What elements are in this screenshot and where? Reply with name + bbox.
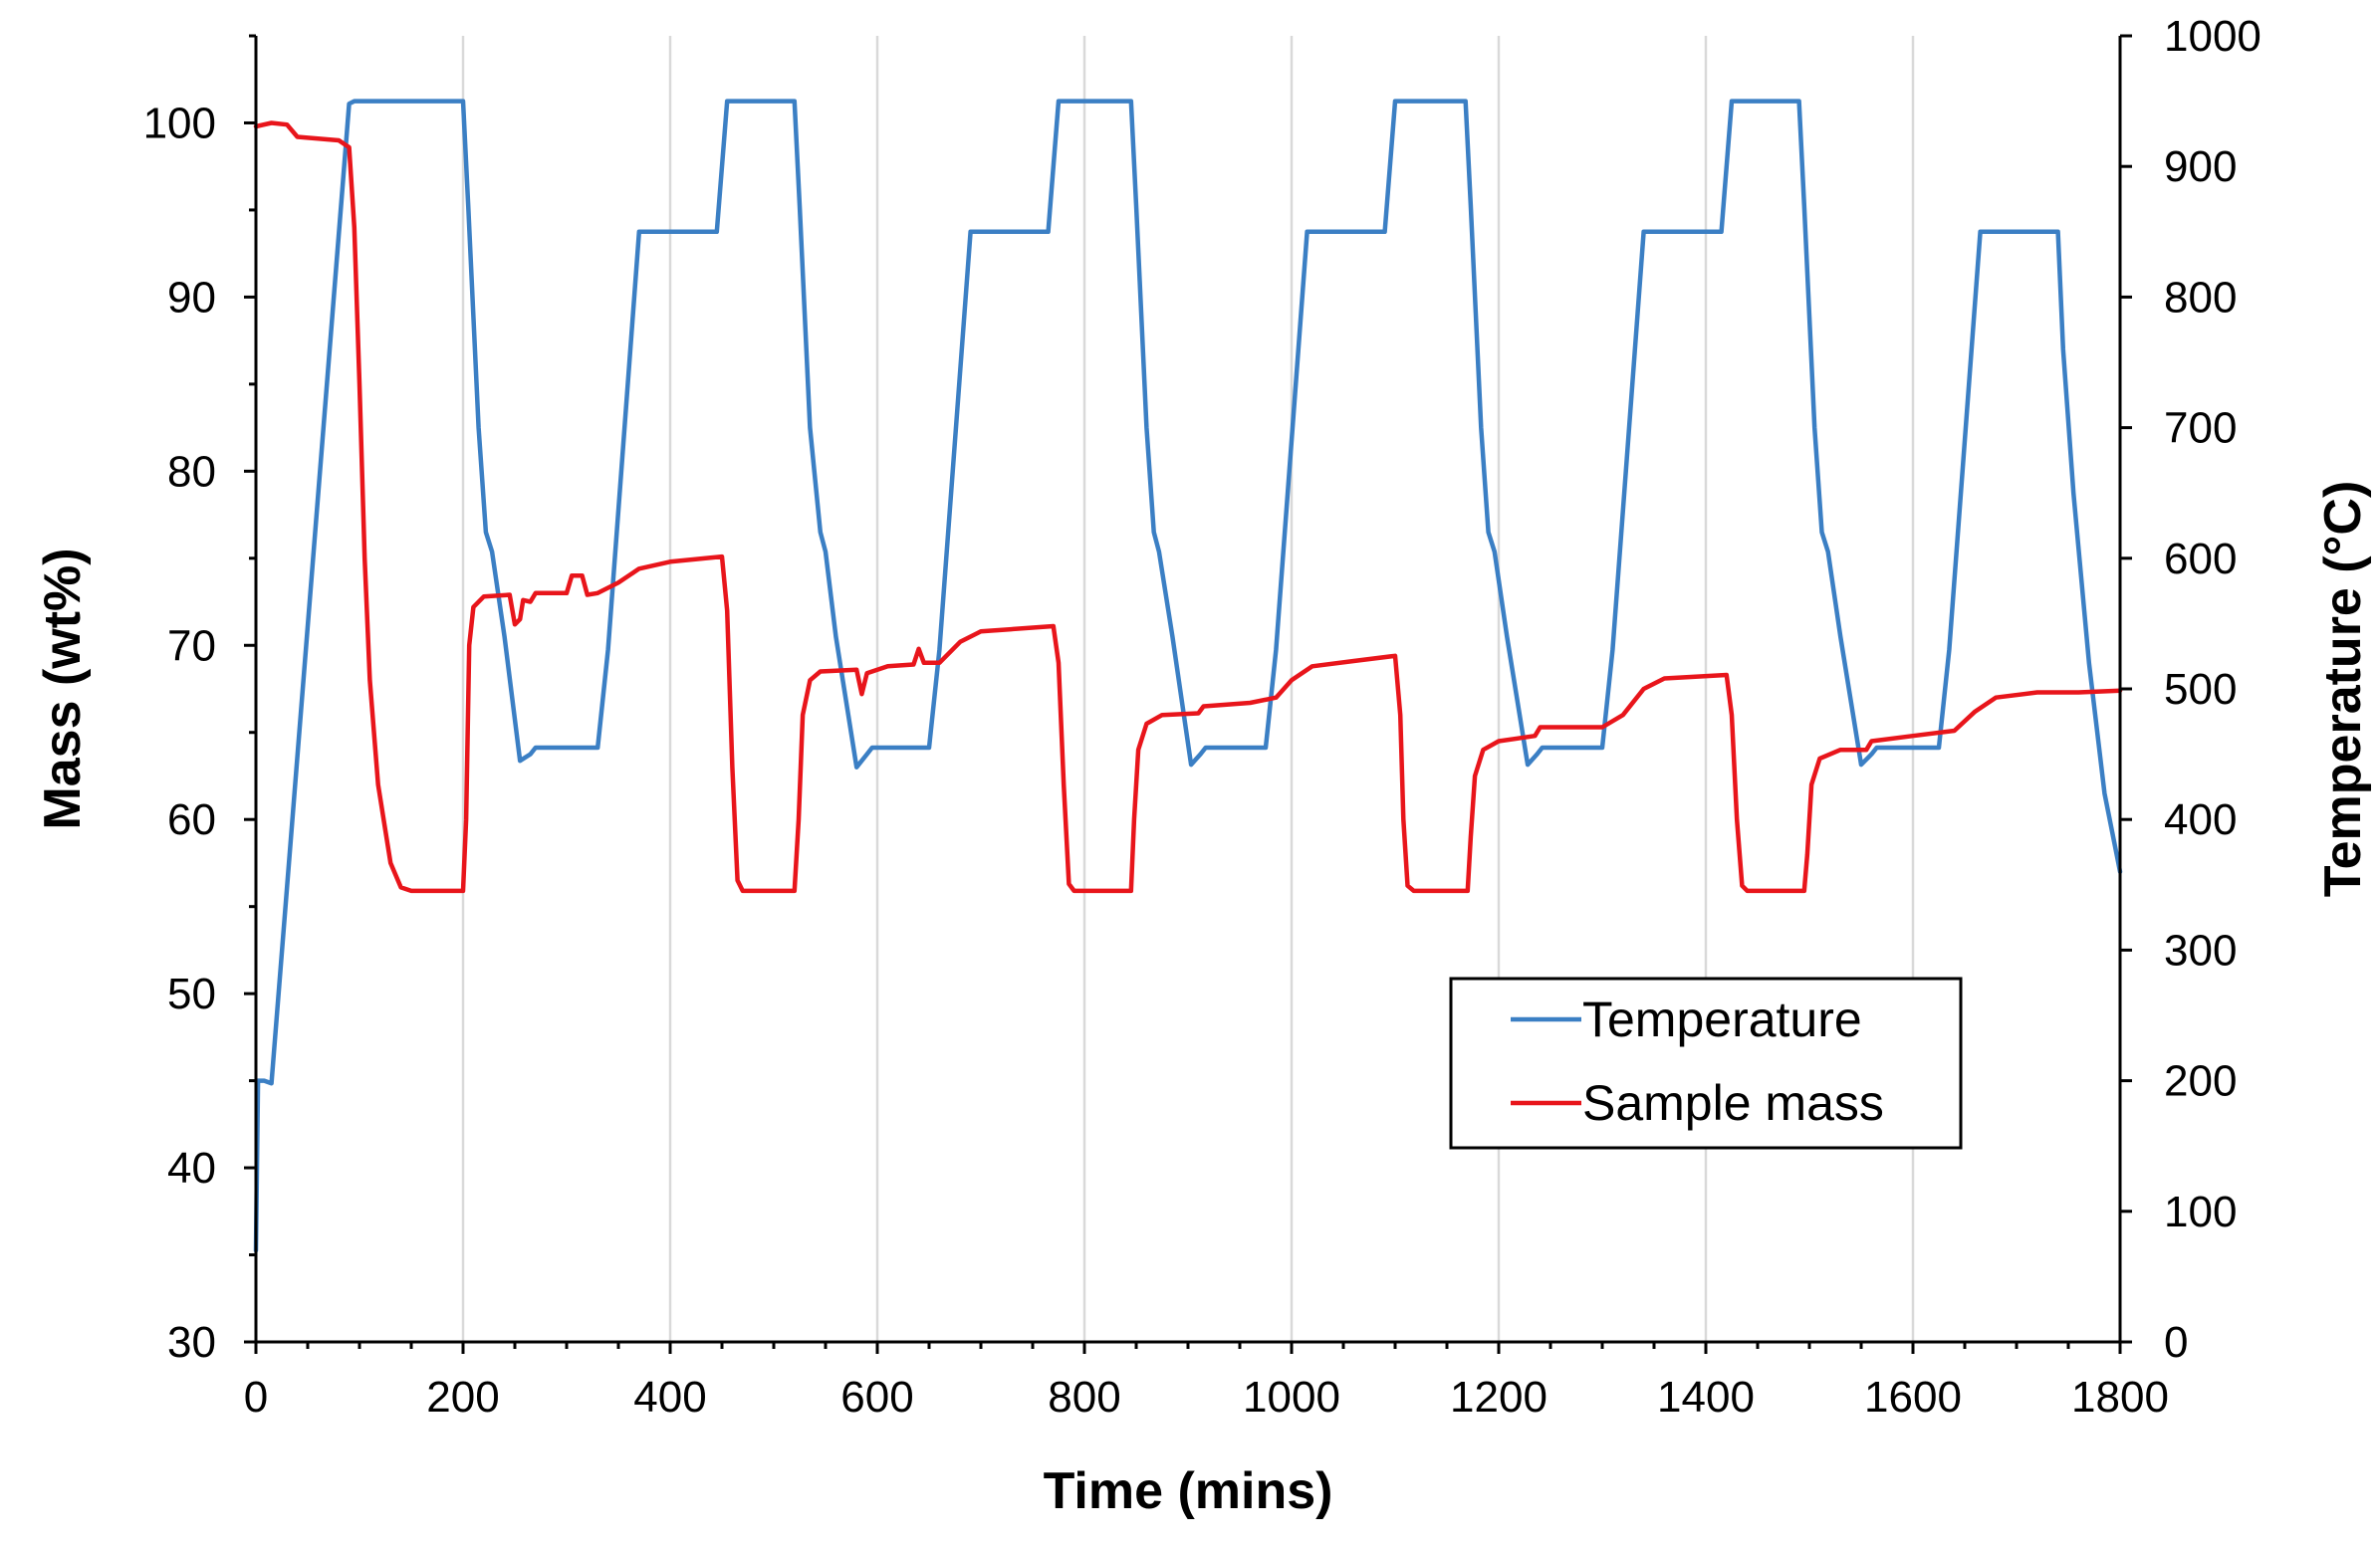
y-right-tick-label-1000: 1000	[2164, 12, 2261, 61]
series-line-sample-mass	[253, 120, 2123, 894]
y-axis-title-right: Temperature (°C)	[2314, 481, 2372, 898]
x-tick-label-400: 400	[633, 1373, 706, 1422]
grid	[461, 36, 1915, 1342]
plot-area	[253, 99, 2123, 1253]
x-tick-label-1800: 1800	[2071, 1373, 2169, 1422]
ticks: 0 200 400 600 800 1000 1200 1400 1600 18003040506…	[143, 12, 2261, 1422]
y-left-tick-label-70: 70	[167, 621, 216, 670]
x-tick-label-1400: 1400	[1657, 1373, 1755, 1422]
x-tick-label-600: 600	[840, 1373, 913, 1422]
legend-label-sample-mass: Sample mass	[1582, 1075, 1884, 1131]
x-tick-label-800: 800	[1048, 1373, 1120, 1422]
x-tick-label-1600: 1600	[1864, 1373, 1962, 1422]
x-tick-label-1200: 1200	[1450, 1373, 1547, 1422]
legend: Temperature Sample mass	[1449, 977, 1963, 1150]
y-right-tick-label-0: 0	[2164, 1318, 2188, 1367]
y-right-tick-label-900: 900	[2164, 142, 2237, 191]
y-right-tick-label-400: 400	[2164, 795, 2237, 844]
x-tick-label-1000: 1000	[1243, 1373, 1340, 1422]
y-left-tick-label-90: 90	[167, 273, 216, 322]
x-axis-title: Time (mins)	[1044, 1462, 1333, 1520]
y-left-tick-label-40: 40	[167, 1144, 216, 1193]
legend-label-temperature: Temperature	[1582, 992, 1862, 1047]
x-tick-label-0: 0	[244, 1373, 268, 1422]
y-right-tick-label-500: 500	[2164, 665, 2237, 714]
series-line-temperature	[253, 99, 2123, 1253]
y-left-tick-label-30: 30	[167, 1318, 216, 1367]
y-left-tick-label-60: 60	[167, 795, 216, 844]
y-right-tick-label-600: 600	[2164, 535, 2237, 583]
x-tick-label-200: 200	[426, 1373, 499, 1422]
y-right-tick-label-200: 200	[2164, 1057, 2237, 1106]
y-right-tick-label-100: 100	[2164, 1188, 2237, 1236]
y-right-tick-label-700: 700	[2164, 404, 2237, 453]
y-right-tick-label-300: 300	[2164, 926, 2237, 975]
y-left-tick-label-50: 50	[167, 970, 216, 1018]
legend-box	[1449, 977, 1963, 1150]
y-left-tick-label-100: 100	[143, 99, 216, 147]
y-axis-title-left: Mass (wt%)	[34, 548, 92, 829]
y-left-tick-label-80: 80	[167, 447, 216, 496]
y-right-tick-label-800: 800	[2164, 273, 2237, 322]
